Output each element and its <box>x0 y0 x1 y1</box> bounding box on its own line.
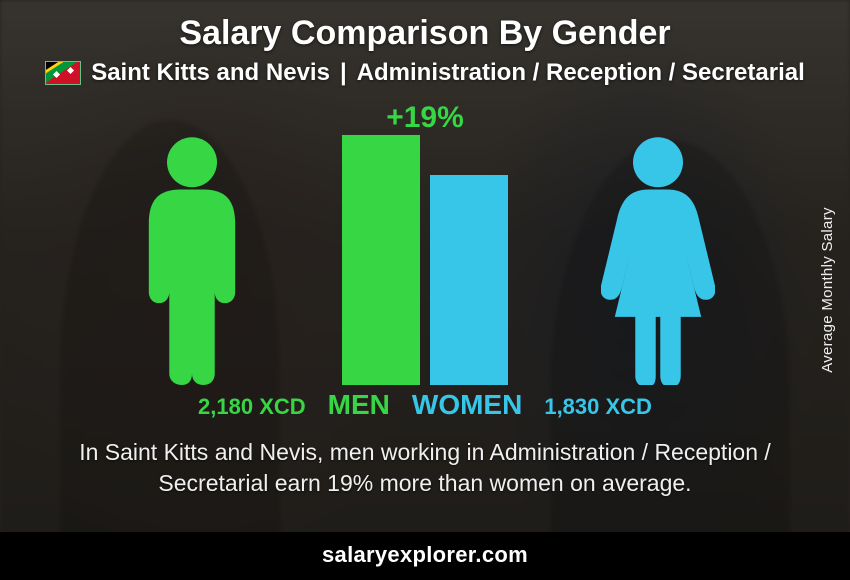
bar-group <box>342 135 508 385</box>
subtitle-country: Saint Kitts and Nevis <box>91 59 330 87</box>
men-label: MEN <box>328 389 390 421</box>
flag-icon <box>45 61 81 85</box>
subtitle-separator: | <box>340 59 347 87</box>
subtitle-category: Administration / Reception / Secretarial <box>357 59 805 87</box>
page-title: Salary Comparison By Gender <box>0 0 850 53</box>
y-axis-label: Average Monthly Salary <box>819 207 836 373</box>
percentage-difference: +19% <box>386 101 464 135</box>
women-salary: 1,830 XCD <box>544 394 652 420</box>
bar-men <box>342 135 420 385</box>
women-figure-icon <box>601 135 715 385</box>
men-salary: 2,180 XCD <box>198 394 306 420</box>
description-text: In Saint Kitts and Nevis, men working in… <box>45 437 805 499</box>
chart-labels: 2,180 XCD MEN WOMEN 1,830 XCD <box>65 389 785 421</box>
chart-area: +19% 2,180 XCD MEN WOMEN 1,830 XCD <box>65 101 785 421</box>
footer-bar: salaryexplorer.com <box>0 532 850 580</box>
women-label: WOMEN <box>412 389 522 421</box>
subtitle-row: Saint Kitts and Nevis | Administration /… <box>0 59 850 87</box>
bar-women <box>430 175 508 385</box>
men-figure-icon <box>135 135 249 385</box>
content-root: Salary Comparison By Gender Saint Kitts … <box>0 0 850 580</box>
footer-link[interactable]: salaryexplorer.com <box>322 542 528 567</box>
